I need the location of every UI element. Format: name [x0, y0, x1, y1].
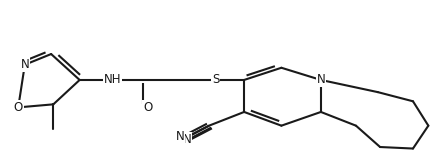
Text: S: S — [212, 73, 219, 86]
Text: NH: NH — [104, 73, 121, 86]
Text: N: N — [176, 130, 185, 143]
Text: N: N — [20, 58, 29, 71]
Text: N: N — [183, 133, 191, 146]
Text: O: O — [14, 101, 23, 114]
Text: O: O — [143, 101, 152, 114]
Text: N: N — [316, 73, 325, 86]
